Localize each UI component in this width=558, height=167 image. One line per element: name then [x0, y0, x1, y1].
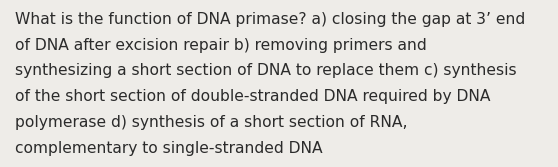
Text: complementary to single-stranded DNA: complementary to single-stranded DNA [15, 141, 323, 156]
Text: What is the function of DNA primase? a) closing the gap at 3’ end: What is the function of DNA primase? a) … [15, 12, 525, 27]
Text: of DNA after excision repair b) removing primers and: of DNA after excision repair b) removing… [15, 38, 427, 53]
Text: of the short section of double-stranded DNA required by DNA: of the short section of double-stranded … [15, 89, 490, 104]
Text: polymerase d) synthesis of a short section of RNA,: polymerase d) synthesis of a short secti… [15, 115, 407, 130]
Text: synthesizing a short section of DNA to replace them c) synthesis: synthesizing a short section of DNA to r… [15, 63, 517, 78]
